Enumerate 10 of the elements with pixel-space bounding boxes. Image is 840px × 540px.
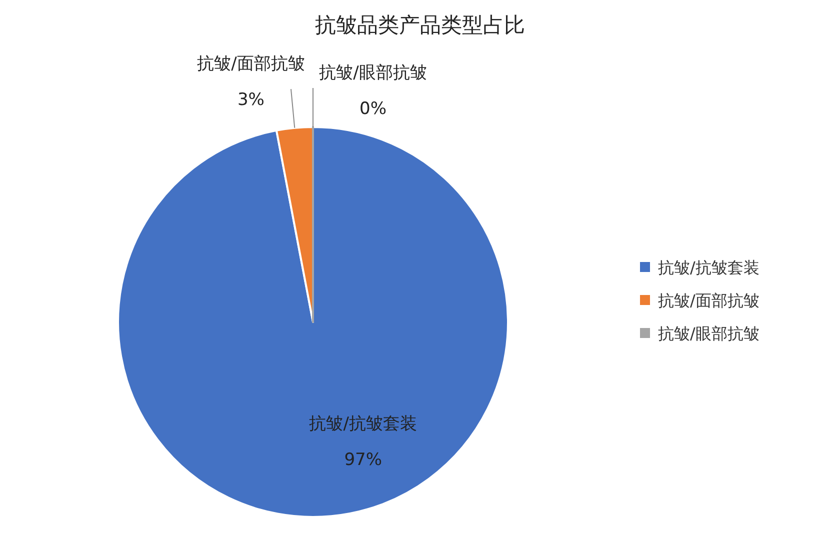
legend-label: 抗皱/抗皱套装 [658,258,760,277]
slice-label: 抗皱/面部抗皱 [197,54,305,74]
chart-title: 抗皱品类产品类型占比 [315,13,525,37]
data-label: 97% [344,450,382,470]
data-label: 3% [237,90,264,110]
category-label: 抗皱/眼部抗皱 [319,63,427,83]
legend-label: 抗皱/眼部抗皱 [658,324,760,343]
legend-label: 抗皱/面部抗皱 [658,291,760,310]
text: 0% [360,99,386,119]
slice-label: 抗皱/抗皱套装 [309,414,417,434]
